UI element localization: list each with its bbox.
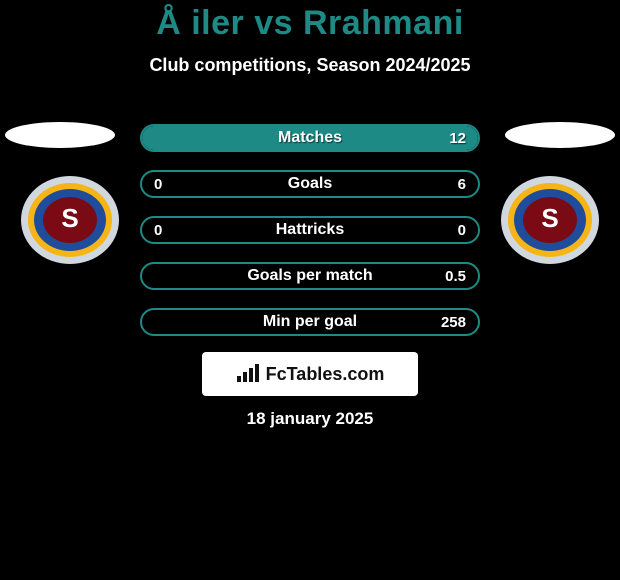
stat-value-right: 6: [446, 172, 478, 196]
stat-label: Goals per match: [142, 264, 478, 288]
stats-panel: Matches120Goals60Hattricks0Goals per mat…: [140, 124, 480, 354]
subtitle: Club competitions, Season 2024/2025: [0, 55, 620, 76]
stat-value-right: 258: [429, 310, 478, 334]
stat-label: Hattricks: [142, 218, 478, 242]
stat-label: Min per goal: [142, 310, 478, 334]
player-avatar-left: [5, 122, 115, 148]
bar-chart-icon: [236, 364, 260, 384]
date-text: 18 january 2025: [0, 409, 620, 429]
source-logo-label: FcTables.com: [266, 364, 385, 385]
svg-text:S: S: [541, 203, 558, 233]
stat-row: Min per goal258: [140, 308, 480, 336]
svg-text:S: S: [61, 203, 78, 233]
source-logo-text: FcTables.com: [236, 364, 385, 385]
source-logo: FcTables.com: [202, 352, 418, 396]
stat-value-left: 0: [142, 218, 174, 242]
infographic-root: Å iler vs Rrahmani Club competitions, Se…: [0, 0, 620, 440]
page-title: Å iler vs Rrahmani: [0, 4, 620, 43]
club-crest-right: S: [500, 175, 600, 265]
stat-fill: [142, 126, 478, 150]
stat-value-right: 0: [446, 218, 478, 242]
club-crest-left: S: [20, 175, 120, 265]
player-avatar-right: [505, 122, 615, 148]
stat-value-left: 0: [142, 172, 174, 196]
stat-row: 0Goals6: [140, 170, 480, 198]
stat-row: 0Hattricks0: [140, 216, 480, 244]
stat-row: Goals per match0.5: [140, 262, 480, 290]
stat-row: Matches12: [140, 124, 480, 152]
stat-value-right: 0.5: [433, 264, 478, 288]
stat-label: Goals: [142, 172, 478, 196]
